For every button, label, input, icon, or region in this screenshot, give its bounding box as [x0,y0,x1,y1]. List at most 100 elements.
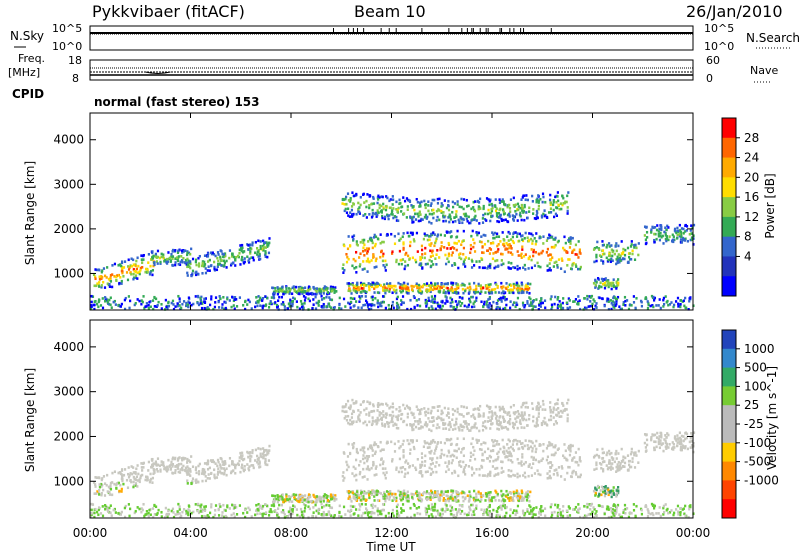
data-cell [402,242,405,246]
data-cell [417,496,421,500]
data-cell [631,249,634,253]
data-cell [221,252,224,256]
data-cell [517,495,520,498]
data-cell [472,445,475,449]
data-cell [397,489,400,493]
data-cell [368,204,371,207]
data-cell [491,206,494,210]
data-cell [222,255,225,259]
data-cell [568,306,572,309]
data-cell [505,241,508,245]
data-cell [447,208,451,212]
data-cell [546,476,549,480]
data-cell [284,499,287,503]
data-cell [556,263,559,267]
data-cell [133,477,136,481]
data-cell [413,239,416,243]
data-cell [95,302,99,306]
data-cell [384,499,387,503]
data-cell [414,491,418,495]
data-cell [526,236,529,240]
data-cell [480,495,483,498]
data-cell [240,243,244,247]
data-cell [458,300,461,304]
data-cell [386,422,390,425]
data-cell [385,471,388,474]
data-cell [517,208,520,212]
data-cell [505,303,508,307]
data-cell [223,471,226,475]
data-cell [136,298,139,301]
data-cell [590,294,594,298]
data-cell [284,290,287,294]
data-cell [475,231,478,234]
data-cell [331,288,334,291]
data-cell [535,240,538,243]
data-cell [368,288,371,292]
data-cell [523,413,526,416]
data-cell [645,230,649,234]
data-cell [309,292,312,296]
data-cell [187,459,191,462]
data-cell [453,262,456,265]
data-cell [279,497,282,500]
data-cell [182,464,185,468]
data-cell [154,297,158,301]
data-cell [109,487,113,491]
data-cell [528,417,531,421]
data-cell [521,196,524,199]
data-cell [523,205,526,209]
data-cell [120,282,123,285]
data-cell [447,407,450,410]
data-cell [94,275,97,278]
data-cell [358,496,361,500]
data-cell [468,299,471,302]
sky-left-label: N.Sky [10,29,44,43]
data-cell [668,303,672,306]
data-cell [433,406,436,409]
data-cell [454,287,457,291]
data-cell [569,242,572,245]
data-cell [528,296,531,299]
data-cell [408,244,412,248]
data-cell [535,209,539,213]
data-cell [176,304,179,308]
data-cell [446,454,449,458]
data-cell [443,441,447,445]
data-cell [264,255,267,258]
data-cell [489,427,492,430]
data-cell [479,292,482,295]
data-cell [519,419,522,422]
data-cell [493,266,496,270]
data-cell [187,467,190,470]
data-cell [496,423,499,426]
data-cell [421,253,424,256]
data-cell [408,234,411,238]
data-cell [471,260,474,263]
data-cell [628,255,631,259]
data-cell [519,462,522,465]
data-cell [557,305,560,308]
data-cell [619,259,622,263]
data-cell [488,472,491,476]
data-cell [506,213,510,217]
data-cell [556,306,559,310]
data-cell [109,273,113,277]
data-cell [482,421,485,424]
data-cell [263,449,266,452]
data-cell [119,276,122,279]
data-cell [531,242,534,245]
data-cell [556,414,559,417]
data-cell [410,204,413,207]
data-cell [404,495,407,498]
data-cell [353,401,356,405]
data-cell [333,288,336,291]
data-cell [351,491,354,495]
data-cell [487,473,490,476]
colorbar-frame [721,117,737,297]
data-cell [526,285,529,289]
data-cell [134,276,137,280]
data-cell [609,299,612,302]
data-cell [358,212,362,215]
data-cell [235,305,239,308]
